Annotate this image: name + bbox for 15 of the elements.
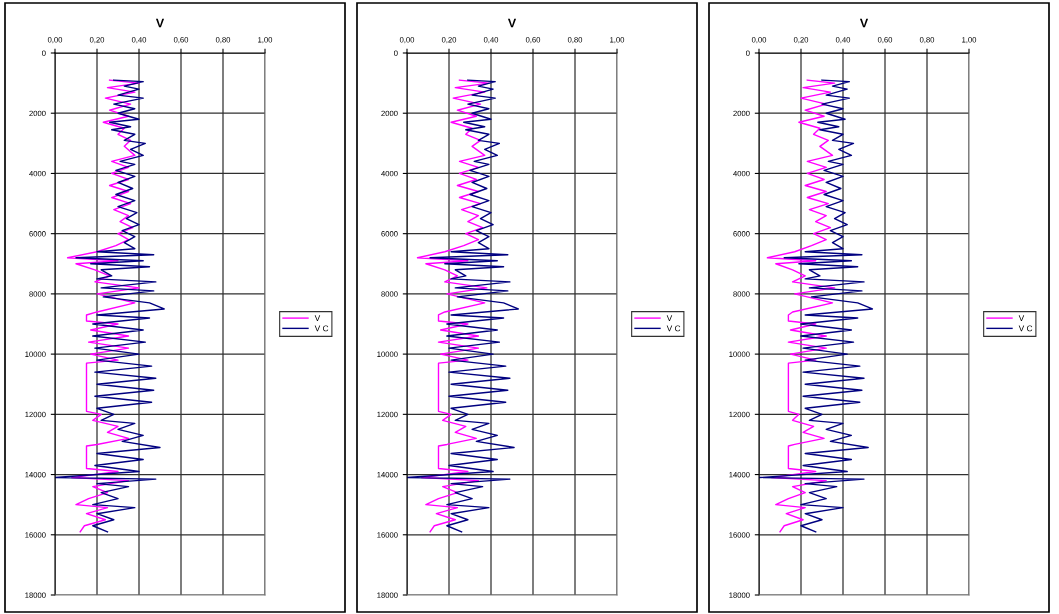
chart-title: V [507, 18, 517, 28]
legend-label: V [314, 315, 321, 322]
line-series [416, 79, 490, 533]
line-series [55, 79, 165, 533]
chart-title: V [859, 18, 869, 28]
legend-label: V [1018, 315, 1025, 322]
line-series [759, 79, 874, 533]
line-series [66, 79, 140, 533]
legend-label: V C [666, 325, 681, 332]
line-series [766, 79, 836, 533]
legend-label: V [666, 315, 673, 322]
line-series [407, 79, 519, 533]
legend-label: V C [1018, 325, 1033, 332]
legend-label: V C [314, 325, 329, 332]
chart-title: V [155, 18, 165, 28]
